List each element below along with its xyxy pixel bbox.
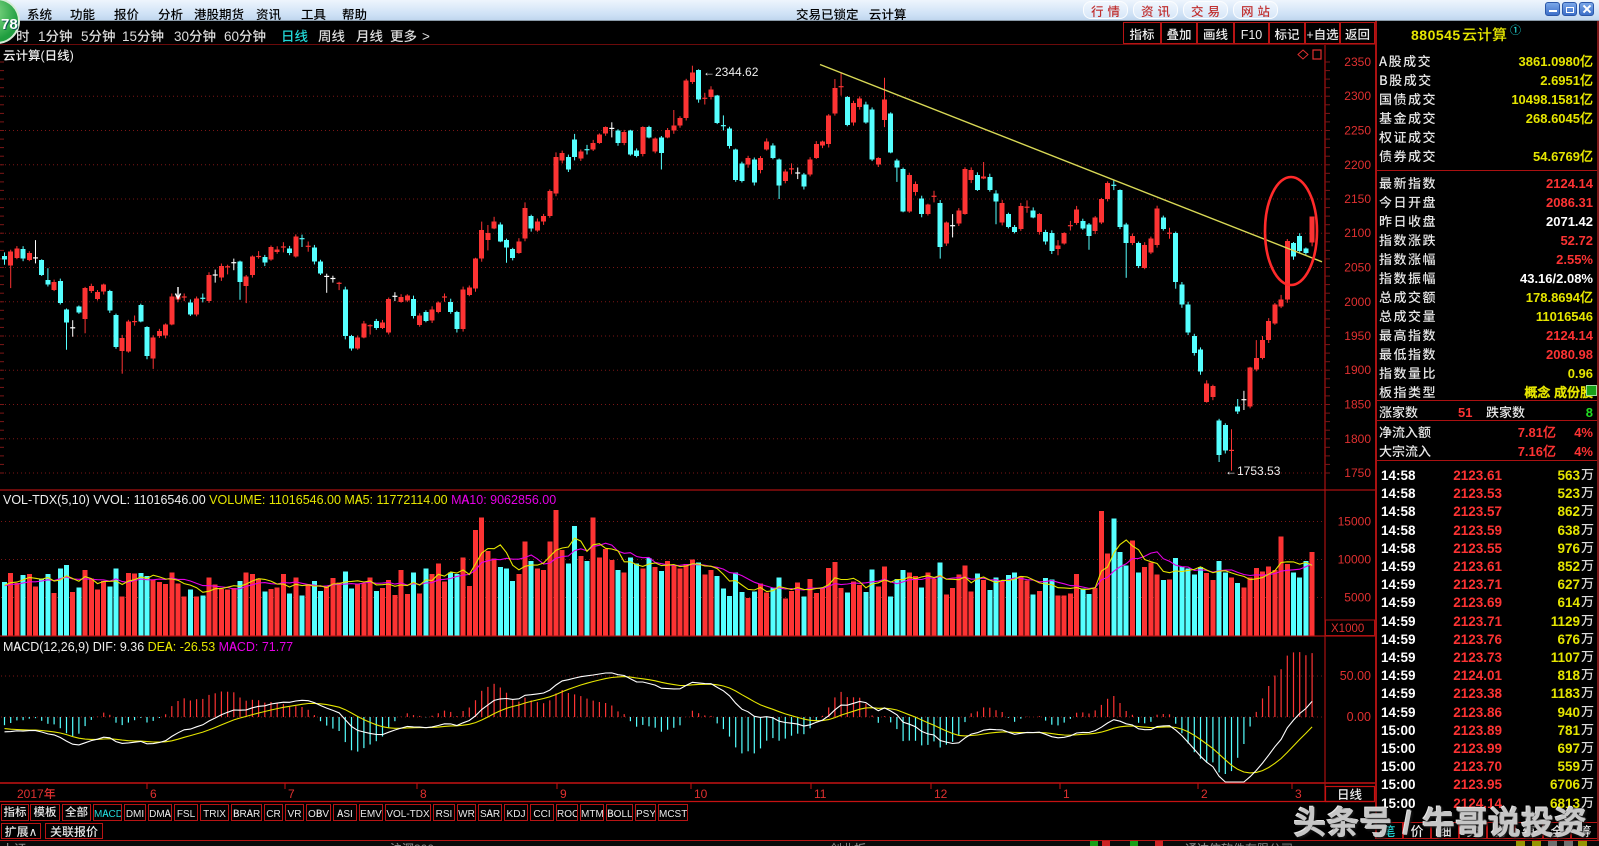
- svg-text:3: 3: [1295, 785, 1302, 802]
- svg-text:VOL-TDX(5,10) VVOL: 11016546.0: VOL-TDX(5,10) VVOL: 11016546.00 VOLUME: …: [3, 489, 556, 508]
- svg-text:1850: 1850: [1344, 396, 1371, 413]
- svg-text:1750: 1750: [1344, 464, 1371, 481]
- svg-text:1: 1: [1063, 785, 1070, 802]
- svg-text:9: 9: [560, 785, 567, 802]
- svg-text:2250: 2250: [1344, 122, 1371, 139]
- svg-text:2150: 2150: [1344, 190, 1371, 207]
- svg-text:X1000: X1000: [1331, 620, 1364, 636]
- svg-text:2: 2: [1201, 785, 1208, 802]
- svg-text:←2344.62: ←2344.62: [703, 63, 759, 80]
- svg-text:50.00: 50.00: [1340, 665, 1371, 684]
- svg-text:0.00: 0.00: [1347, 706, 1371, 725]
- svg-text:1800: 1800: [1344, 430, 1371, 447]
- svg-text:15000: 15000: [1338, 513, 1372, 530]
- svg-text:7: 7: [288, 785, 295, 802]
- svg-text:MACD(12,26,9) DIF: 9.36 DEA:: MACD(12,26,9) DIF: 9.36 DEA: -26.53 MACD…: [3, 636, 293, 655]
- svg-text:日线: 日线: [1337, 784, 1363, 803]
- svg-text:8: 8: [420, 785, 427, 802]
- svg-text:2000: 2000: [1344, 293, 1371, 310]
- svg-text:1950: 1950: [1344, 327, 1371, 344]
- svg-text:2350: 2350: [1344, 53, 1371, 70]
- svg-text:1900: 1900: [1344, 361, 1371, 378]
- svg-text:10: 10: [694, 785, 708, 802]
- svg-text:12: 12: [934, 785, 948, 802]
- svg-text:2050: 2050: [1344, 259, 1371, 276]
- svg-text:5000: 5000: [1344, 589, 1371, 606]
- svg-text:2100: 2100: [1344, 224, 1371, 241]
- svg-text:2017年: 2017年: [17, 785, 56, 802]
- svg-text:2300: 2300: [1344, 87, 1371, 104]
- svg-text:10000: 10000: [1338, 551, 1372, 568]
- svg-text:←1753.53: ←1753.53: [1225, 462, 1281, 479]
- svg-text:6: 6: [150, 785, 157, 802]
- svg-text:2200: 2200: [1344, 156, 1371, 173]
- svg-text:11: 11: [814, 785, 827, 802]
- svg-text:云计算(日线): 云计算(日线): [3, 45, 74, 64]
